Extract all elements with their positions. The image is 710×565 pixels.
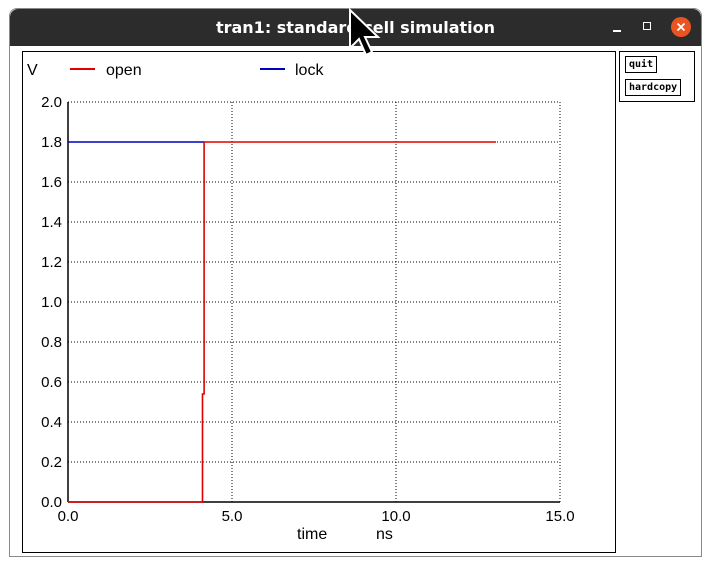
y-tick-label: 0.4	[41, 414, 62, 431]
simulation-window: tran1: standard cell simulation 0.0 0.2 0.…	[9, 8, 702, 557]
minimize-icon[interactable]	[607, 17, 627, 37]
plot-area: 0.0 0.2 0.4 0.6 0.8 1.0 1.2 1.4 1.6 1.8 2.0 0.0 5.0…	[22, 51, 616, 553]
maximize-icon[interactable]	[638, 17, 658, 37]
y-tick-label: 1.4	[41, 214, 62, 231]
x-tick-label: 0.0	[58, 508, 79, 525]
series-line-open	[68, 141, 496, 503]
mouse-cursor-icon	[349, 8, 381, 57]
control-panel: quit hardcopy	[619, 51, 695, 102]
y-tick-label: 1.8	[41, 134, 62, 151]
y-tick-label: 2.0	[41, 94, 62, 111]
y-tick-label: 1.6	[41, 174, 62, 191]
y-tick-label: 0.6	[41, 374, 62, 391]
y-tick-label: 0.8	[41, 334, 62, 351]
y-tick-label: 0.2	[41, 454, 62, 471]
y-tick-label: 1.2	[41, 254, 62, 271]
y-axis-label: V	[27, 62, 38, 79]
grid	[68, 101, 561, 502]
y-tick-label: 0.0	[41, 494, 62, 511]
legend-label-lock: lock	[295, 62, 324, 79]
close-icon[interactable]	[671, 17, 691, 37]
legend-label-open: open	[106, 62, 142, 79]
x-axis-label: time	[297, 526, 327, 543]
x-axis-unit: ns	[376, 526, 393, 543]
y-tick-label: 1.0	[41, 294, 62, 311]
x-tick-label: 5.0	[222, 508, 243, 525]
quit-button[interactable]: quit	[625, 56, 658, 73]
x-tick-label: 10.0	[381, 508, 410, 525]
hardcopy-button[interactable]: hardcopy	[625, 79, 682, 96]
x-tick-label: 15.0	[545, 508, 574, 525]
waveform-chart: 0.0 0.2 0.4 0.6 0.8 1.0 1.2 1.4 1.6 1.8 2.0 0.0 5.0…	[27, 62, 575, 543]
